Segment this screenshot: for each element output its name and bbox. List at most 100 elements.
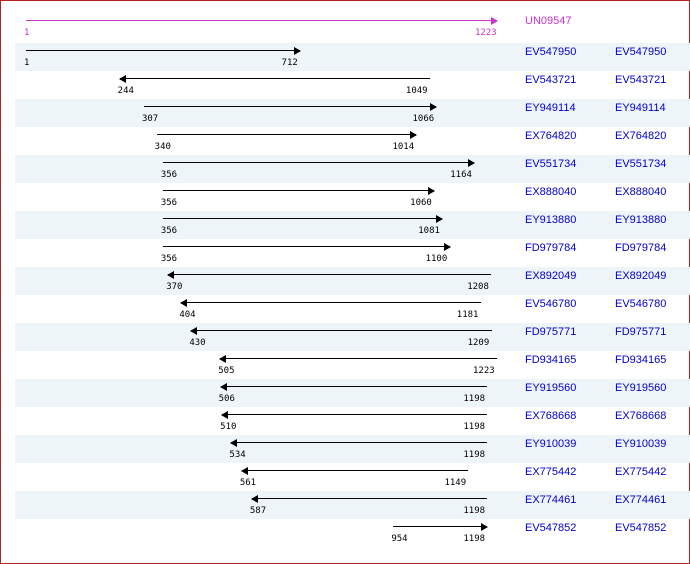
est-accession-link[interactable]: EX775442 <box>525 466 577 478</box>
est-accession-link-secondary[interactable]: EX775442 <box>615 466 667 478</box>
alignment-row: 510 1198 EX768668 EX768668 <box>15 407 690 435</box>
alignment-span-line <box>190 327 492 335</box>
alignment-span-line <box>162 159 476 167</box>
alignment-row: 430 1209 FD975771 FD975771 <box>15 323 690 351</box>
est-accession-link[interactable]: EY949114 <box>525 102 576 114</box>
unigene-start-coord: 1 <box>24 28 30 38</box>
alignment-span-line <box>219 355 497 363</box>
unigene-row: 1 1223 UN09547 <box>15 7 690 38</box>
alignment-row: 954 1198 EV547852 EV547852 <box>15 519 690 547</box>
arrowhead-right-icon <box>491 17 498 25</box>
alignment-span-line <box>240 467 469 475</box>
alignment-span-line <box>250 495 488 503</box>
arrowhead-left-icon <box>230 439 238 447</box>
est-accession-link[interactable]: EY913880 <box>525 214 577 226</box>
alignment-end-coord: 1209 <box>467 338 490 348</box>
est-accession-link[interactable]: EY919560 <box>525 382 577 394</box>
est-accession-link-secondary[interactable]: EY949114 <box>615 102 666 114</box>
alignment-span-line <box>180 299 481 307</box>
est-accession-link-secondary[interactable]: EV551734 <box>615 158 667 170</box>
alignment-start-coord: 510 <box>220 422 237 432</box>
est-accession-link[interactable]: EX764820 <box>525 130 577 142</box>
alignment-span-line <box>221 411 488 419</box>
arrowhead-right-icon <box>481 523 489 531</box>
alignment-start-coord: 356 <box>160 226 178 236</box>
est-accession-link[interactable]: EV547950 <box>525 46 577 58</box>
alignment-end-coord: 1049 <box>405 86 428 96</box>
est-accession-link-secondary[interactable]: EY913880 <box>615 214 667 226</box>
est-accession-link-secondary[interactable]: EX768668 <box>615 410 667 422</box>
alignment-start-coord: 340 <box>154 142 171 152</box>
alignment-end-coord: 1014 <box>392 142 415 152</box>
alignment-span-line <box>230 439 488 447</box>
est-accession-link[interactable]: EV551734 <box>525 158 577 170</box>
est-accession-link[interactable]: EV546780 <box>525 298 577 310</box>
alignment-end-coord: 1198 <box>463 394 486 404</box>
est-accession-link-secondary[interactable]: EV546780 <box>615 298 667 310</box>
alignment-row: 356 1060 EX888040 EX888040 <box>15 183 690 211</box>
alignment-end-coord: 1198 <box>463 422 486 432</box>
est-accession-link[interactable]: EX768668 <box>525 410 577 422</box>
est-accession-link-secondary[interactable]: EY910039 <box>615 438 667 450</box>
alignment-row: 370 1208 EX892049 EX892049 <box>15 267 690 295</box>
alignment-end-coord: 1198 <box>463 534 486 544</box>
est-accession-link-secondary[interactable]: EY919560 <box>615 382 667 394</box>
est-accession-link-secondary[interactable]: FD979784 <box>615 242 667 254</box>
unigene-id-link[interactable]: UN09547 <box>525 15 572 27</box>
est-accession-link-secondary[interactable]: EV547852 <box>615 522 667 534</box>
alignment-start-coord: 534 <box>229 450 246 460</box>
alignment-row: 587 1198 EX774461 EX774461 <box>15 491 690 519</box>
alignment-end-coord: 1149 <box>444 478 467 488</box>
est-accession-link-secondary[interactable]: FD934165 <box>615 354 667 366</box>
alignment-end-coord: 1100 <box>425 254 448 264</box>
alignment-start-coord: 505 <box>218 366 235 376</box>
arrowhead-left-icon <box>118 75 126 83</box>
alignment-span-line <box>26 47 302 55</box>
est-accession-link-secondary[interactable]: EX764820 <box>615 130 667 142</box>
est-accession-link-secondary[interactable]: EX892049 <box>615 270 667 282</box>
est-accession-link[interactable]: EX892049 <box>525 270 577 282</box>
est-accession-link[interactable]: EV543721 <box>525 74 577 86</box>
alignment-span-line <box>219 383 488 391</box>
est-accession-link[interactable]: EX774461 <box>525 494 577 506</box>
est-accession-link[interactable]: FD975771 <box>525 326 577 338</box>
alignment-start-coord: 356 <box>160 170 178 180</box>
alignment-span-line <box>143 103 438 111</box>
alignment-end-coord: 1066 <box>412 114 435 124</box>
alignment-end-coord: 1060 <box>410 198 432 208</box>
alignment-row: 356 1100 FD979784 FD979784 <box>15 239 690 267</box>
est-accession-link[interactable]: FD979784 <box>525 242 577 254</box>
est-accession-link[interactable]: EY910039 <box>525 438 577 450</box>
arrowhead-left-icon <box>250 495 258 503</box>
alignment-start-coord: 370 <box>166 282 183 292</box>
est-accession-link-secondary[interactable]: EV547950 <box>615 46 667 58</box>
alignment-start-coord: 356 <box>160 198 178 208</box>
est-accession-link[interactable]: EV547852 <box>525 522 577 534</box>
est-accession-link-secondary[interactable]: FD975771 <box>615 326 667 338</box>
alignment-span-line <box>156 131 418 139</box>
arrowhead-right-icon <box>294 47 302 55</box>
arrowhead-left-icon <box>190 327 198 335</box>
alignment-end-coord: 712 <box>281 58 298 68</box>
alignment-row: 340 1014 EX764820 EX764820 <box>15 127 690 155</box>
arrowhead-right-icon <box>428 187 436 195</box>
alignment-end-coord: 1181 <box>456 310 479 320</box>
arrowhead-left-icon <box>180 299 188 307</box>
est-accession-link-secondary[interactable]: EV543721 <box>615 74 667 86</box>
arrowhead-right-icon <box>436 215 444 223</box>
alignment-start-coord: 404 <box>179 310 196 320</box>
est-accession-link[interactable]: EX888040 <box>525 186 577 198</box>
alignment-start-coord: 244 <box>117 86 134 96</box>
alignment-start-coord: 430 <box>189 338 206 348</box>
est-accession-link-secondary[interactable]: EX774461 <box>615 494 667 506</box>
alignment-row: 561 1149 EX775442 EX775442 <box>15 463 690 491</box>
alignment-row: 1 712 EV547950 EV547950 <box>15 43 690 71</box>
alignment-start-coord: 587 <box>249 506 267 516</box>
est-accession-link[interactable]: FD934165 <box>525 354 577 366</box>
alignment-row: 505 1223 FD934165 FD934165 <box>15 351 690 379</box>
unigene-end-coord: 1223 <box>475 28 497 38</box>
alignment-span-line <box>162 187 436 195</box>
est-accession-link-secondary[interactable]: EX888040 <box>615 186 667 198</box>
alignment-span-line <box>118 75 430 83</box>
alignment-start-coord: 954 <box>391 534 408 544</box>
